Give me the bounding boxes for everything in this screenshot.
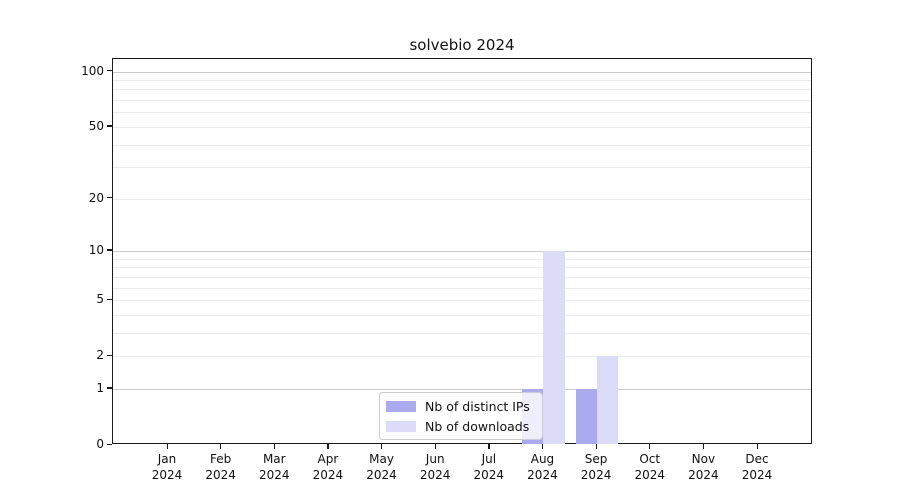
legend-row: Nb of downloads	[386, 418, 534, 434]
y-tick-mark	[107, 125, 112, 127]
x-tick-month: Jan	[157, 452, 177, 466]
x-tick-month: Aug	[530, 452, 555, 466]
x-tick-mark	[434, 444, 436, 449]
y-tick-label: 0	[96, 437, 104, 451]
gridline-major	[113, 388, 811, 390]
x-tick-month: May	[369, 452, 394, 466]
x-tick-label: Jul 2024	[461, 451, 517, 483]
x-tick-year: 2024	[312, 468, 344, 482]
y-tick-label: 50	[88, 118, 104, 133]
gridline-minor	[113, 300, 811, 302]
y-tick-mark	[107, 354, 112, 356]
x-tick-year: 2024	[634, 468, 665, 482]
y-tick-mark	[107, 298, 112, 300]
legend-swatch	[386, 420, 416, 432]
gridline-minor	[113, 287, 811, 289]
gridline-minor	[113, 112, 811, 114]
legend-rows: Nb of distinct IPs Nb of downloads	[386, 398, 534, 434]
gridline-minor	[113, 332, 811, 334]
gridline-minor	[113, 267, 811, 269]
y-tick-mark	[107, 197, 112, 199]
x-tick-month: Feb	[210, 452, 232, 466]
x-tick-label: Apr 2024	[300, 451, 356, 483]
gridline-minor	[113, 167, 811, 169]
x-tick-label: Sep 2024	[568, 451, 624, 483]
x-tick-label: Aug 2024	[514, 451, 570, 483]
y-tick-label: 5	[96, 292, 104, 307]
x-tick-year: 2024	[527, 468, 558, 482]
x-tick-mark	[381, 444, 383, 449]
x-tick-label: Mar 2024	[246, 451, 302, 483]
x-tick-month: Jul	[481, 452, 497, 466]
x-tick-year: 2024	[205, 468, 236, 482]
legend-label: Nb of downloads	[425, 418, 530, 434]
chart-title: solvebio 2024	[409, 36, 515, 54]
x-tick-year: 2024	[688, 468, 719, 482]
y-tick-mark	[107, 443, 112, 445]
plot-area	[112, 58, 812, 444]
legend: Nb of distinct IPs Nb of downloads	[379, 392, 543, 440]
x-tick-year: 2024	[741, 468, 773, 482]
gridline-minor	[113, 276, 811, 278]
x-tick-mark	[220, 444, 222, 449]
x-tick-label: Jan 2024	[139, 451, 195, 483]
x-tick-year: 2024	[151, 468, 183, 482]
x-tick-month: Jun	[425, 452, 445, 466]
x-tick-month: Dec	[745, 452, 769, 466]
x-tick-year: 2024	[473, 468, 505, 482]
gridline-minor	[113, 314, 811, 316]
bar-downloads	[543, 250, 565, 444]
gridline-major	[113, 250, 811, 252]
y-tick-mark	[107, 70, 112, 72]
x-tick-label: Oct 2024	[622, 451, 678, 483]
x-tick-year: 2024	[419, 468, 451, 482]
x-tick-mark	[273, 444, 275, 449]
x-tick-mark	[327, 444, 329, 449]
bar-distinct-ips	[575, 388, 598, 444]
gridline-minor	[113, 100, 811, 102]
y-tick-label: 10	[88, 242, 104, 257]
gridline-minor	[113, 80, 811, 82]
y-tick-label: 2	[96, 348, 104, 363]
x-tick-mark	[595, 444, 597, 449]
y-tick-label: 20	[88, 190, 104, 205]
y-tick-mark	[107, 387, 112, 389]
x-tick-mark	[702, 444, 705, 449]
x-tick-label: May 2024	[354, 451, 410, 483]
legend-swatch	[386, 400, 416, 412]
gridline-major	[113, 71, 811, 73]
gridline-minor	[113, 258, 811, 260]
x-tick-month: Mar	[262, 452, 286, 466]
x-tick-label: Jun 2024	[407, 451, 463, 483]
x-tick-year: 2024	[580, 468, 612, 482]
x-tick-mark	[166, 444, 168, 449]
bar-downloads	[597, 356, 619, 444]
x-tick-label: Dec 2024	[729, 451, 785, 483]
legend-row: Nb of distinct IPs	[386, 398, 534, 414]
x-tick-month: Sep	[584, 452, 608, 466]
x-tick-month: Oct	[639, 452, 661, 466]
x-tick-month: Apr	[317, 452, 339, 466]
gridline-minor	[113, 126, 811, 128]
y-tick-mark	[107, 249, 112, 251]
x-tick-year: 2024	[258, 468, 290, 482]
x-tick-year: 2024	[366, 468, 397, 482]
x-tick-label: Feb 2024	[193, 451, 249, 483]
legend-label: Nb of distinct IPs	[425, 398, 530, 414]
x-tick-mark	[649, 444, 651, 449]
x-tick-label: Nov 2024	[675, 451, 731, 483]
x-tick-month: Nov	[691, 452, 716, 466]
x-tick-mark	[756, 444, 758, 449]
gridline-minor	[113, 356, 811, 358]
gridline-minor	[113, 89, 811, 91]
gridline-minor	[113, 198, 811, 200]
gridline-minor	[113, 144, 811, 146]
y-tick-label: 100	[81, 63, 104, 78]
x-tick-mark	[488, 444, 490, 449]
x-tick-mark	[541, 444, 544, 449]
y-tick-label: 1	[96, 380, 104, 395]
